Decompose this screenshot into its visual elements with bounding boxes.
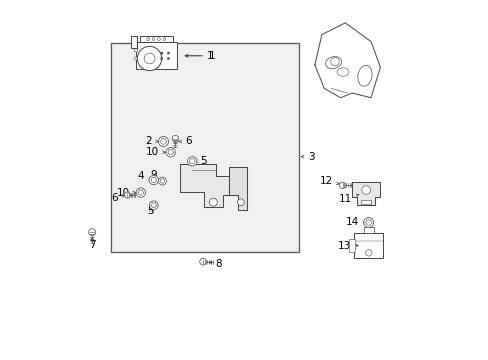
Ellipse shape [325,57,341,69]
Circle shape [124,192,130,198]
Circle shape [88,229,96,236]
Circle shape [365,220,371,225]
Text: 6: 6 [179,136,191,147]
Text: 11: 11 [339,194,358,204]
Circle shape [138,190,143,195]
Text: 14: 14 [345,217,366,228]
Circle shape [161,139,166,144]
Circle shape [167,52,169,54]
Circle shape [363,217,373,228]
Text: 6: 6 [111,193,124,203]
Text: 2: 2 [145,136,158,147]
Text: 7: 7 [89,237,95,250]
Bar [111,43,298,252]
Circle shape [151,203,156,208]
Text: 10: 10 [145,147,165,157]
Text: 5: 5 [147,206,154,216]
Text: 3: 3 [301,152,314,162]
Circle shape [134,49,138,52]
Bar [140,36,172,42]
Text: 1: 1 [185,51,213,61]
Circle shape [172,135,178,142]
Polygon shape [179,164,228,207]
Polygon shape [228,167,246,210]
Text: 9: 9 [150,170,162,181]
Circle shape [163,38,165,40]
Text: 8: 8 [209,258,221,269]
Text: 1: 1 [185,51,215,61]
Circle shape [187,157,197,166]
Circle shape [136,188,145,197]
Bar [361,200,370,204]
Circle shape [167,58,169,60]
Ellipse shape [336,68,348,76]
Circle shape [339,182,346,189]
Circle shape [199,258,206,265]
Circle shape [152,38,155,40]
Circle shape [166,148,175,157]
Circle shape [146,38,149,40]
Text: 5: 5 [194,156,207,166]
Text: 10: 10 [117,188,136,198]
Bar [353,233,383,258]
Circle shape [189,159,195,164]
Bar [130,36,137,48]
Circle shape [151,177,156,183]
Circle shape [160,58,163,60]
Circle shape [160,179,164,183]
Circle shape [160,52,163,54]
Text: 13: 13 [337,240,357,251]
Circle shape [168,150,173,155]
Circle shape [361,185,370,194]
Bar [348,239,354,252]
Circle shape [158,136,168,147]
Circle shape [144,53,155,64]
Circle shape [157,38,160,40]
Circle shape [137,46,162,71]
Circle shape [134,57,138,60]
Text: 4: 4 [138,171,151,181]
Ellipse shape [357,65,371,86]
Polygon shape [351,182,379,205]
Circle shape [365,249,371,256]
Circle shape [149,175,158,185]
Bar [136,42,176,69]
Circle shape [209,198,217,206]
Circle shape [149,201,158,210]
Bar [363,227,373,233]
Circle shape [330,58,339,66]
Circle shape [237,199,244,206]
Text: 12: 12 [319,176,339,186]
Circle shape [158,177,166,185]
